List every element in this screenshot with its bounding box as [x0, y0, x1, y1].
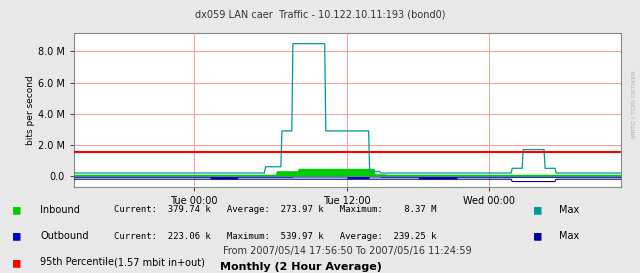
- Text: Inbound: Inbound: [40, 204, 80, 215]
- Text: ■: ■: [13, 256, 20, 269]
- Text: Monthly (2 Hour Average): Monthly (2 Hour Average): [220, 262, 381, 272]
- Text: Current:  223.06 k   Maximum:  539.97 k   Average:  239.25 k: Current: 223.06 k Maximum: 539.97 k Aver…: [115, 232, 437, 241]
- Text: MRTG / TOBI OETIKER: MRTG / TOBI OETIKER: [632, 70, 637, 138]
- Text: From 2007/05/14 17:56:50 To 2007/05/16 11:24:59: From 2007/05/14 17:56:50 To 2007/05/16 1…: [223, 246, 472, 256]
- Text: (1.57 mbit in+out): (1.57 mbit in+out): [115, 257, 205, 268]
- Text: Max: Max: [559, 231, 579, 241]
- Text: 95th Percentile: 95th Percentile: [40, 257, 115, 268]
- Y-axis label: bits per second: bits per second: [26, 75, 35, 145]
- Text: ■: ■: [534, 203, 542, 216]
- Text: Current:  379.74 k   Average:  273.97 k   Maximum:    8.37 M: Current: 379.74 k Average: 273.97 k Maxi…: [115, 205, 437, 214]
- Text: ■: ■: [13, 203, 20, 216]
- Text: dx059 LAN caer  Traffic - 10.122.10.11:193 (bond0): dx059 LAN caer Traffic - 10.122.10.11:19…: [195, 10, 445, 20]
- Text: ■: ■: [13, 230, 20, 242]
- Text: ■: ■: [534, 230, 542, 242]
- Text: Outbound: Outbound: [40, 231, 89, 241]
- Text: Max: Max: [559, 204, 579, 215]
